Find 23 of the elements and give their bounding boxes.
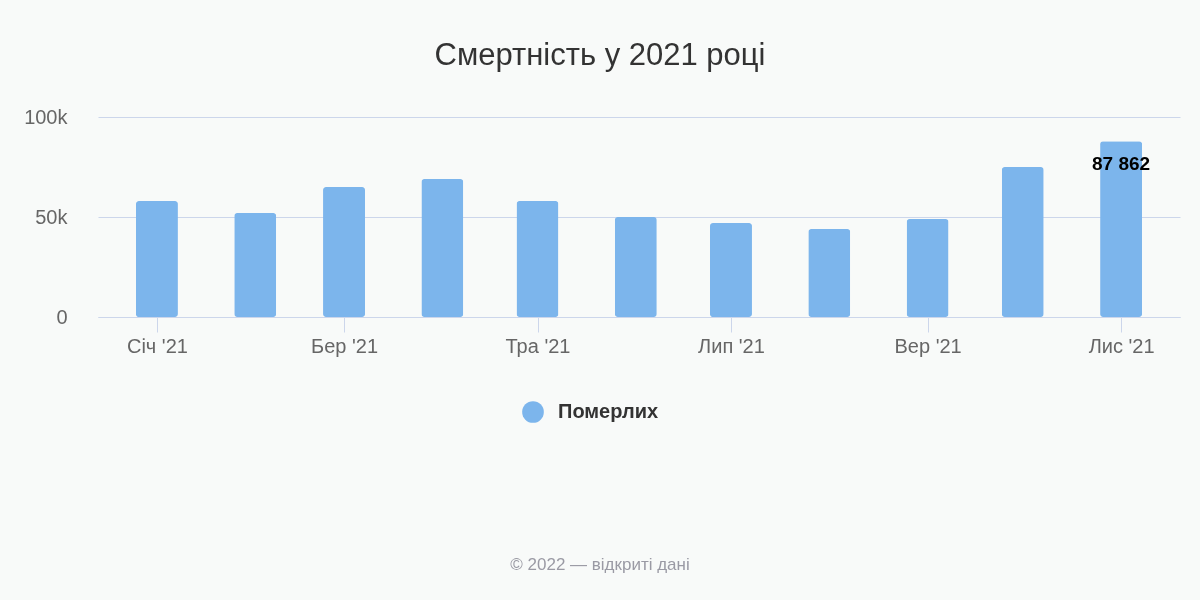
bar — [709, 223, 752, 317]
x-tick-label: Вер '21 — [894, 334, 962, 357]
text: © 2022 — відкриті дані — [510, 555, 690, 574]
y-tick-label: 0 — [56, 305, 68, 328]
bar — [516, 201, 559, 317]
bar — [906, 219, 949, 317]
bar — [421, 179, 464, 317]
bar — [323, 187, 366, 317]
bar — [808, 229, 851, 317]
data-label: 87 862 — [1092, 153, 1151, 175]
x-tick-label: Тра '21 — [505, 334, 571, 357]
legend-label: Померлих — [558, 400, 659, 422]
x-tick-label: Бер '21 — [311, 334, 379, 357]
y-tick-label: 50k — [35, 205, 69, 228]
chart-title: Смертність у 2021 році — [434, 37, 766, 72]
x-tick-label: Лис '21 — [1088, 334, 1155, 357]
y-tick-label: 100k — [24, 105, 69, 128]
bar — [135, 201, 178, 317]
x-tick-label: Січ '21 — [126, 334, 188, 357]
x-tick-label: Лип '21 — [698, 334, 765, 357]
bar — [234, 213, 277, 317]
bar — [614, 217, 657, 317]
bar — [1001, 167, 1044, 317]
